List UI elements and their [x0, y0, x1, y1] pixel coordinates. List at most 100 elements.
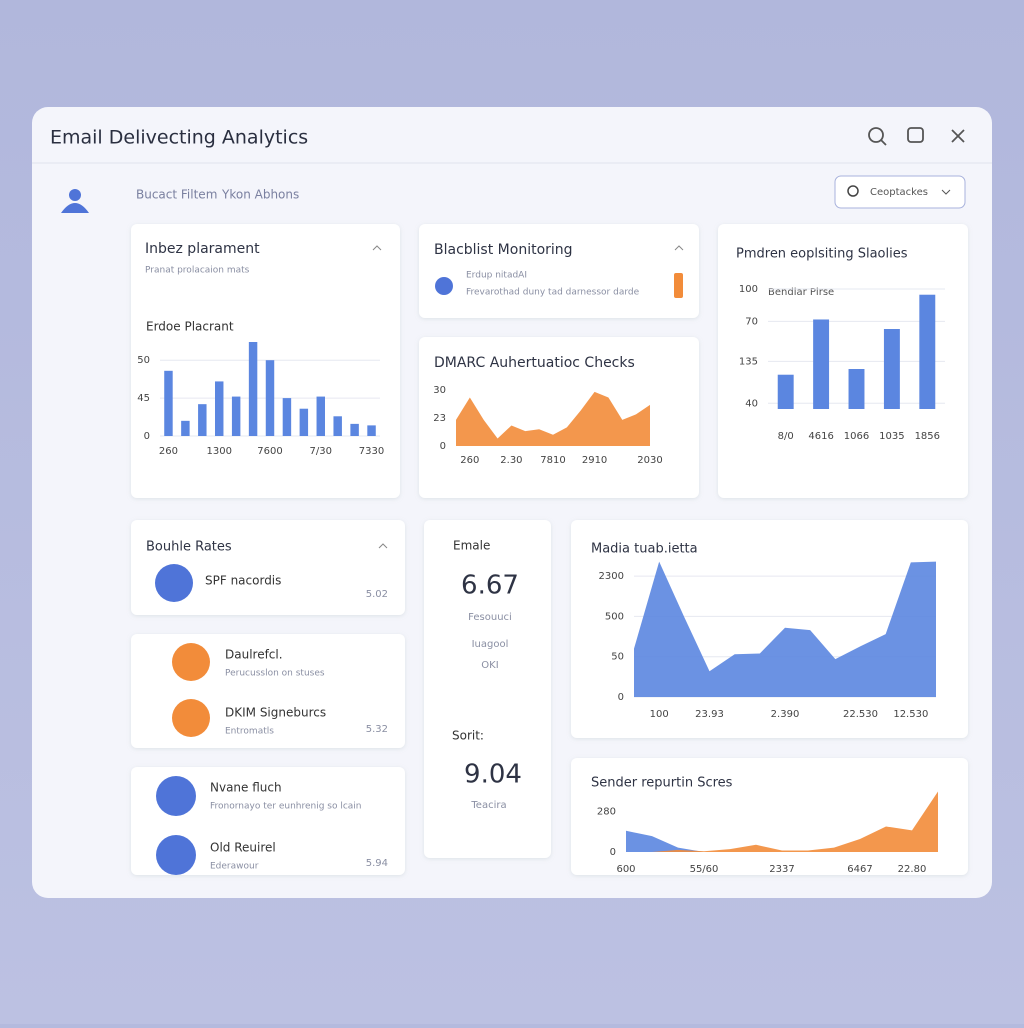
- stat-line: Fesouuci: [468, 612, 512, 623]
- y-tick-label: 0: [440, 441, 446, 452]
- y-tick-label: 135: [739, 356, 758, 367]
- y-tick-label: 30: [433, 385, 446, 396]
- y-tick-label: 280: [597, 807, 616, 818]
- item: Daulrefcl.: [225, 648, 283, 662]
- area: [626, 830, 938, 852]
- y-tick-label: 50: [611, 652, 624, 663]
- item-detail: Ederawour: [210, 862, 259, 872]
- x-tick-label: 1035: [879, 431, 904, 442]
- x-tick-label: 2337: [769, 864, 794, 875]
- x-tick-label: 6467: [847, 864, 872, 875]
- item-value: 5.94: [366, 858, 388, 869]
- x-tick-label: 2.30: [500, 455, 522, 466]
- status-tag: [674, 273, 683, 298]
- card-title: Pmdren eoplsiting Slaolies: [736, 247, 908, 262]
- stat-line: OKI: [481, 660, 498, 671]
- card: [419, 337, 699, 498]
- stat-line: Teacira: [470, 800, 506, 811]
- card-title: Sender repurtin Scres: [591, 776, 733, 791]
- bar: [282, 398, 292, 436]
- y-tick-label: 0: [618, 692, 624, 703]
- user-icon[interactable]: [61, 189, 89, 213]
- dropdown[interactable]: [834, 175, 966, 209]
- y-tick-label: 50: [137, 355, 150, 366]
- x-tick-label: 1066: [844, 431, 869, 442]
- collapse[interactable]: [378, 543, 388, 549]
- x-tick-label: 23.93: [695, 709, 724, 720]
- collapse[interactable]: [674, 245, 684, 251]
- stat-value: 6.67: [461, 571, 519, 601]
- x-tick-label: 100: [650, 709, 669, 720]
- stat-value: 9.04: [464, 760, 522, 790]
- stat-line: Iuagool: [472, 639, 509, 650]
- bar: [777, 374, 794, 409]
- window-controls[interactable]: [868, 127, 965, 146]
- card: [424, 520, 551, 858]
- item-detail: Fronornayo ter eunhrenig so lcain: [210, 802, 362, 812]
- icon: [156, 776, 196, 816]
- y-tick-label: 2300: [599, 571, 624, 582]
- bar: [248, 342, 258, 436]
- item: DKIM Signeburcs: [225, 706, 326, 720]
- card: [419, 224, 699, 318]
- item-detail: Entromatls: [225, 727, 274, 737]
- item: SPF nacordis: [205, 574, 281, 588]
- x-tick-label: 7600: [257, 446, 282, 457]
- y-tick-label: 100: [739, 284, 758, 295]
- x-tick-label: 2910: [582, 455, 607, 466]
- x-tick-label: 22.80: [898, 864, 927, 875]
- x-tick-label: 55/60: [690, 864, 719, 875]
- x-tick-label: 7/30: [310, 446, 332, 457]
- item: Old Reuirel: [210, 841, 276, 855]
- card-title: Bouhle Rates: [146, 540, 232, 555]
- bar: [265, 360, 275, 436]
- x-tick-label: 260: [460, 455, 479, 466]
- filter[interactable]: Ykon Abhons: [221, 188, 299, 202]
- item-detail: Perucusslon on stuses: [225, 669, 325, 679]
- x-tick-label: 260: [159, 446, 178, 457]
- x-tick-label: 1856: [915, 431, 940, 442]
- area: [456, 391, 650, 446]
- collapse[interactable]: [372, 245, 382, 251]
- x-tick-label: 4616: [808, 431, 833, 442]
- x-tick-label: 12.530: [893, 709, 928, 720]
- bar: [350, 423, 359, 436]
- x-tick-label: 2030: [637, 455, 662, 466]
- stat-label: Sorit:: [452, 729, 484, 743]
- y-tick-label: 40: [745, 398, 758, 409]
- bar: [813, 319, 830, 409]
- x-tick-label: 600: [616, 864, 635, 875]
- card-title: DMARC Auhertuatioc Checks: [434, 355, 635, 371]
- card-subtitle: Pranat prolacaion mats: [145, 266, 250, 276]
- icon: [172, 699, 210, 737]
- card: [131, 520, 405, 615]
- y-tick-label: 500: [605, 611, 624, 622]
- chart-subtitle: Bendlar Plrse: [768, 287, 834, 298]
- bar: [333, 416, 342, 436]
- x-tick-label: 7330: [359, 446, 384, 457]
- bar: [299, 408, 309, 436]
- area: [626, 791, 938, 852]
- dropdown-label[interactable]: Ceoptackes: [870, 187, 928, 198]
- y-tick-label: 23: [433, 413, 446, 424]
- item-detail: Frevarothad duny tad darnessor darde: [466, 288, 640, 298]
- search-icon: [847, 185, 859, 197]
- item: Nvane fluch: [210, 781, 282, 795]
- icon: [156, 835, 196, 875]
- x-tick-label: 8/0: [778, 431, 794, 442]
- x-tick-label: 22.530: [843, 709, 878, 720]
- chevron: [941, 189, 951, 195]
- x-tick-label: 1300: [207, 446, 232, 457]
- x-tick-label: 2.390: [771, 709, 800, 720]
- area: [634, 561, 936, 697]
- y-tick-label: 45: [137, 393, 150, 404]
- bar: [231, 396, 241, 436]
- card-title: Inbez plarament: [145, 241, 260, 257]
- item: Erdup nitadAI: [466, 271, 527, 281]
- bar: [215, 381, 224, 436]
- bar: [883, 329, 900, 409]
- icon: [172, 643, 210, 681]
- icon: [155, 564, 193, 602]
- y-tick-label: 0: [610, 847, 616, 858]
- filter[interactable]: Bucact Filtem: [136, 188, 217, 202]
